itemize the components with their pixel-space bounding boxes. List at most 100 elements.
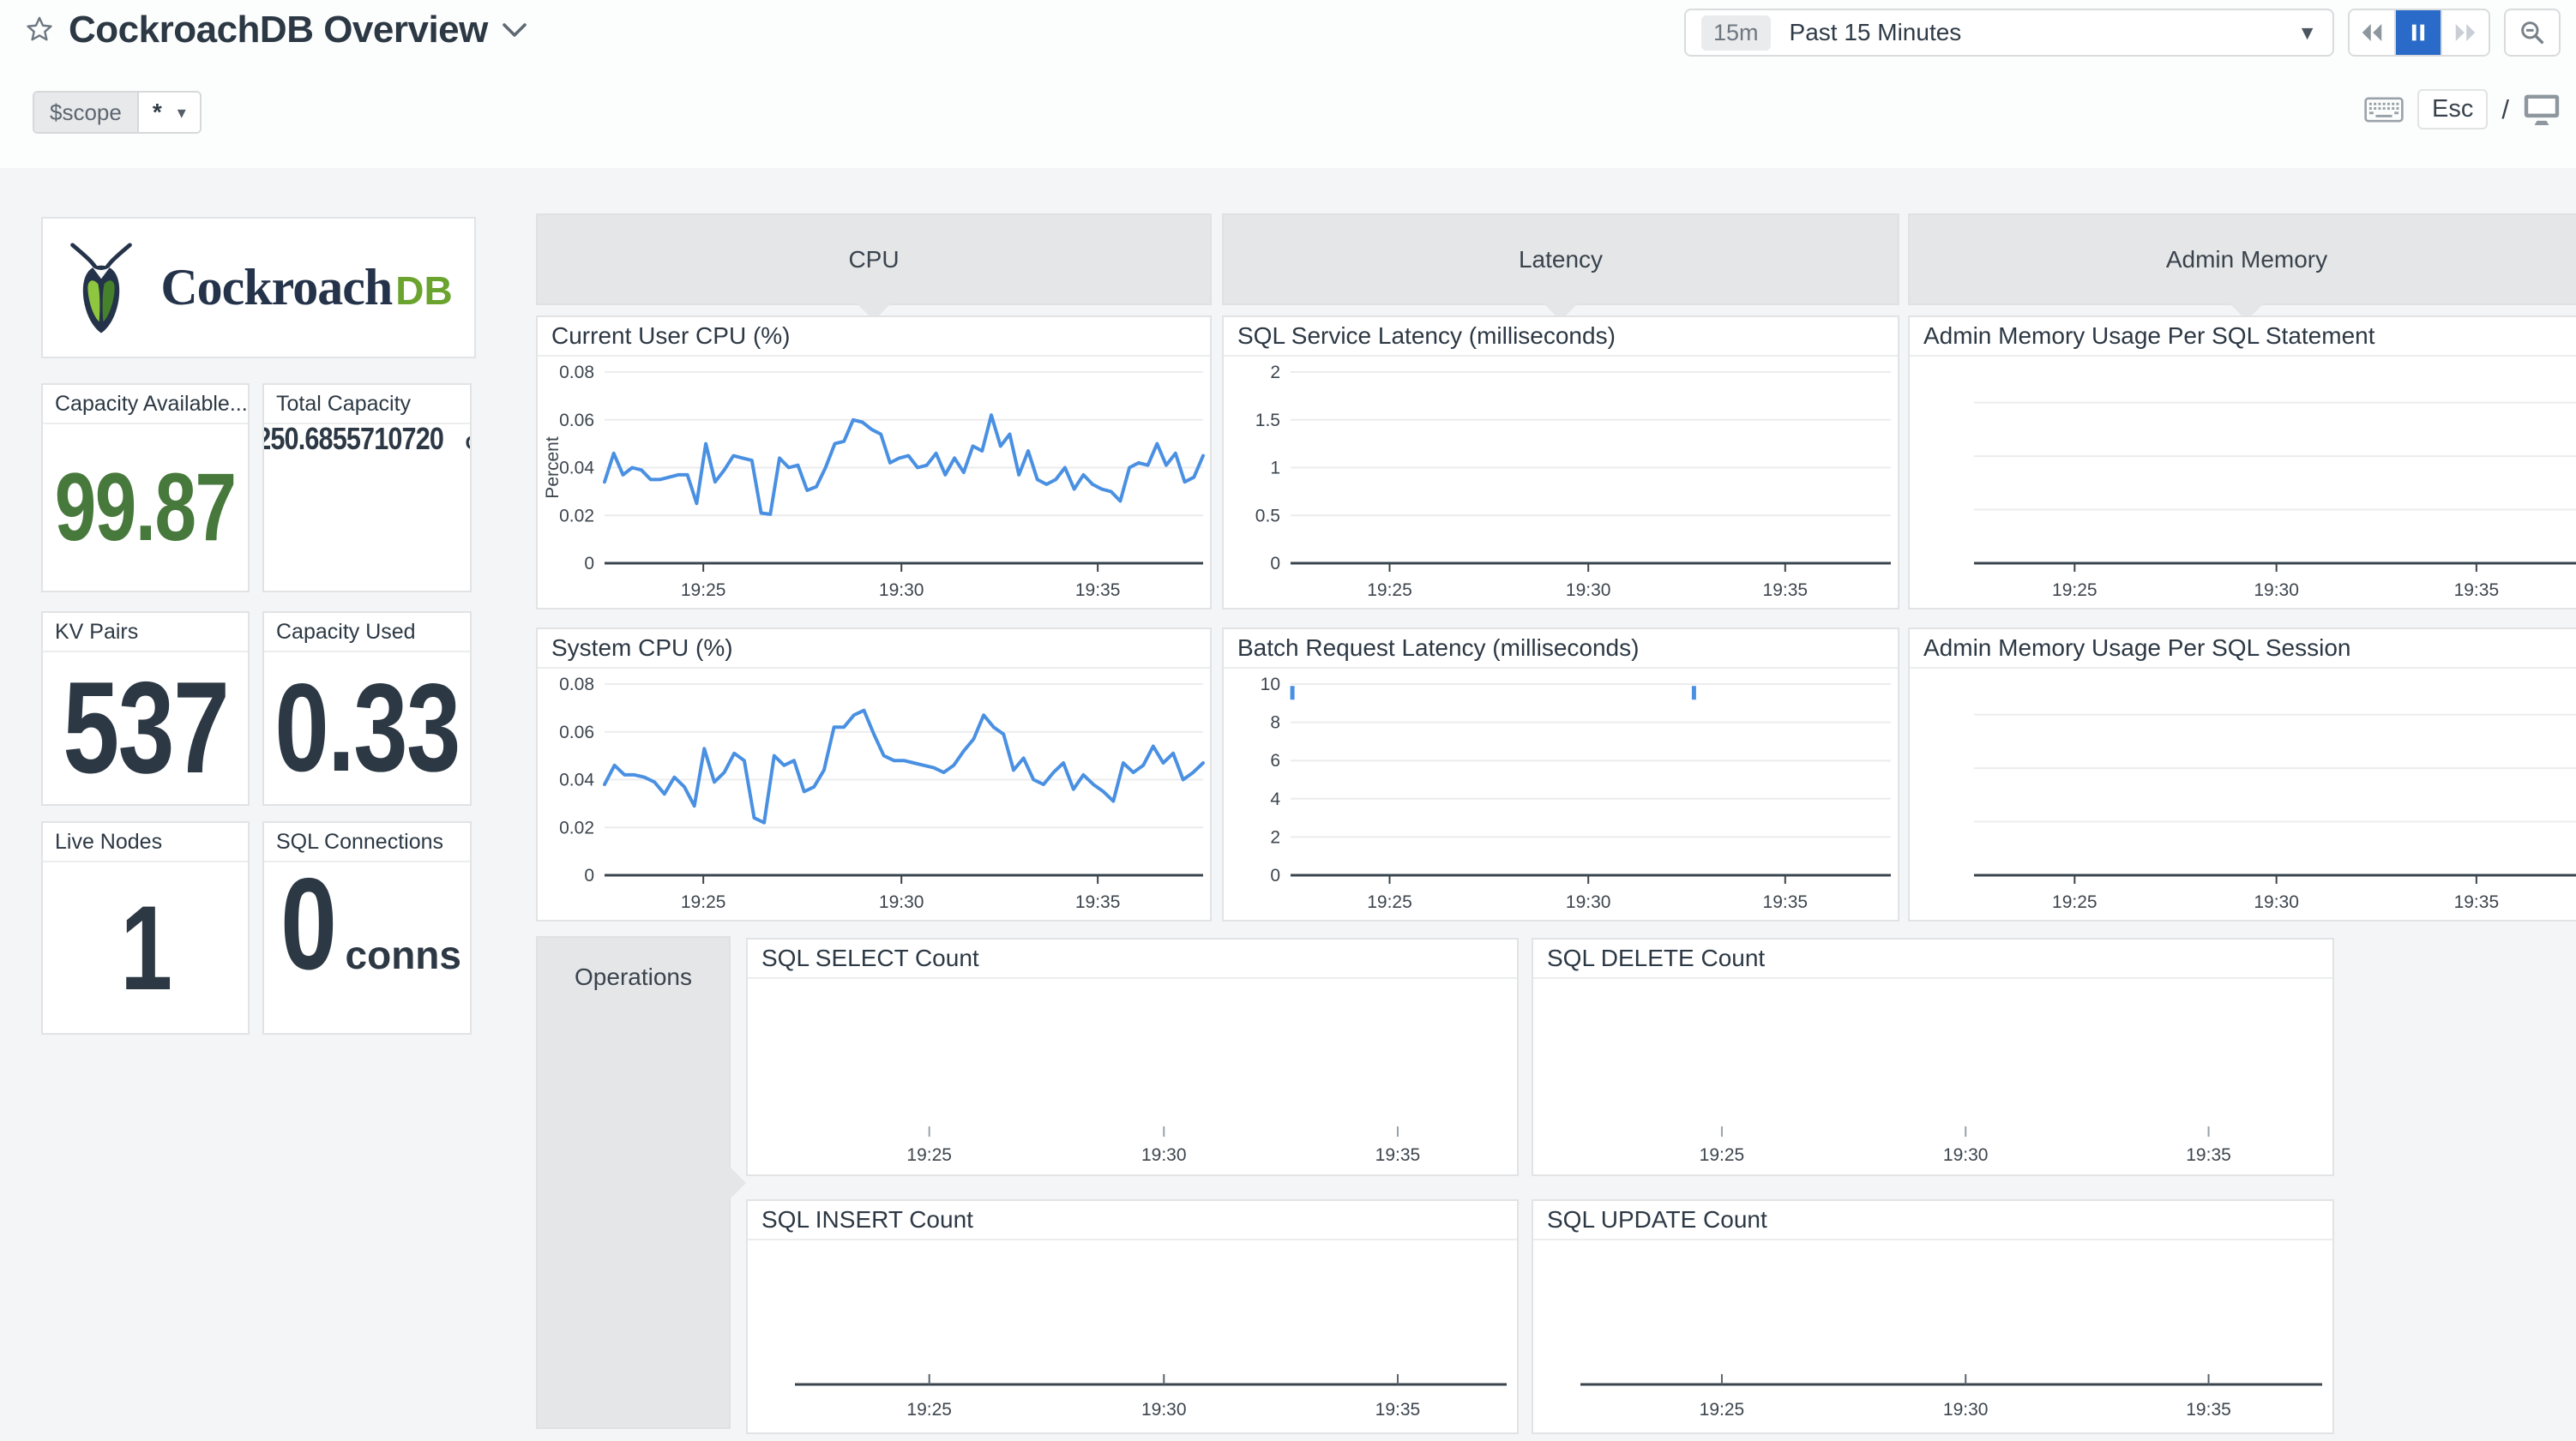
rewind-icon xyxy=(2362,24,2382,41)
svg-text:19:25: 19:25 xyxy=(1700,1400,1745,1420)
time-range-badge: 15m xyxy=(1701,15,1771,51)
group-label: CPU xyxy=(848,245,900,273)
logo-db-text: DB xyxy=(395,268,453,313)
svg-text:0.08: 0.08 xyxy=(559,675,594,694)
chart-title: Current User CPU (%) xyxy=(538,317,1210,357)
group-header-latency: Latency xyxy=(1222,213,1899,305)
svg-text:19:35: 19:35 xyxy=(1375,1145,1421,1165)
svg-text:0.5: 0.5 xyxy=(1255,506,1280,525)
svg-text:19:30: 19:30 xyxy=(1943,1145,1989,1165)
svg-text:4: 4 xyxy=(1270,790,1280,809)
stat-value: 250.6855710720 xyxy=(262,421,444,456)
svg-text:0.06: 0.06 xyxy=(559,723,594,742)
chart-card-admin-memory-statement: Admin Memory Usage Per SQL Statement 19:… xyxy=(1908,315,2576,609)
svg-text:19:30: 19:30 xyxy=(2254,892,2299,912)
stat-card-kv-pairs: KV Pairs 537 xyxy=(41,611,250,806)
stat-value: 0 xyxy=(280,851,337,997)
chevron-down-icon xyxy=(503,23,527,37)
svg-text:6: 6 xyxy=(1270,751,1280,771)
stat-card-capacity-available: Capacity Available... 99.87 xyxy=(41,383,250,592)
chart-card-sql-insert-count: SQL INSERT Count 19:25 19:30 19:35 xyxy=(746,1199,1519,1434)
cockroachdb-logo-card: CockroachDB xyxy=(41,217,476,358)
svg-text:19:35: 19:35 xyxy=(1375,1400,1421,1420)
chart-title: Admin Memory Usage Per SQL Session xyxy=(1910,629,2576,669)
svg-text:1: 1 xyxy=(1270,459,1280,478)
cockroachdb-logo: CockroachDB xyxy=(43,219,474,357)
time-range-label: Past 15 Minutes xyxy=(1789,19,1962,45)
chart-title: SQL DELETE Count xyxy=(1533,940,2332,979)
chart-plot-sql-select-count[interactable]: 19:25 19:30 19:35 xyxy=(748,979,1517,1174)
chart-plot-admin-memory-session[interactable]: 19:25 19:30 19:35 xyxy=(1910,669,2576,920)
chart-card-sql-update-count: SQL UPDATE Count 19:25 19:30 19:35 xyxy=(1532,1199,2334,1434)
fast-forward-button[interactable] xyxy=(2442,10,2489,55)
svg-text:19:30: 19:30 xyxy=(1566,892,1611,912)
cockroach-bug-icon xyxy=(70,242,133,333)
header-controls: 15m Past 15 Minutes ▼ xyxy=(1684,9,2561,57)
stat-value: 0.33 xyxy=(274,657,460,798)
chart-plot-sql-service-latency[interactable]: 0 0.5 1 1.5 2 19:25 19:30 19:35 xyxy=(1224,357,1898,608)
group-label: Latency xyxy=(1518,245,1604,273)
svg-text:19:35: 19:35 xyxy=(2186,1400,2231,1420)
svg-text:8: 8 xyxy=(1270,713,1280,733)
zoom-out-button[interactable] xyxy=(2504,9,2561,57)
svg-text:0: 0 xyxy=(584,554,594,573)
chart-plot-system-cpu[interactable]: 0 0.02 0.04 0.06 0.08 19:25 19:30 19:35 xyxy=(538,669,1210,920)
svg-text:19:25: 19:25 xyxy=(2052,892,2098,912)
chart-card-sql-service-latency: SQL Service Latency (milliseconds) 0 0.5 1… xyxy=(1222,315,1899,609)
svg-text:2: 2 xyxy=(1270,363,1280,382)
svg-text:0: 0 xyxy=(1270,554,1280,573)
svg-text:19:35: 19:35 xyxy=(1763,580,1809,600)
keyboard-icon[interactable] xyxy=(2364,96,2404,123)
scope-variable-value: * ▾ xyxy=(138,93,200,132)
chart-title: SQL Service Latency (milliseconds) xyxy=(1224,317,1898,357)
svg-text:19:25: 19:25 xyxy=(1367,892,1412,912)
svg-text:19:30: 19:30 xyxy=(2254,580,2299,600)
esc-key-hint: Esc xyxy=(2417,89,2489,129)
chart-title: SQL UPDATE Count xyxy=(1533,1201,2332,1240)
chart-title: Admin Memory Usage Per SQL Statement xyxy=(1910,317,2576,357)
stat-title: Live Nodes xyxy=(43,823,248,862)
fast-forward-icon xyxy=(2455,24,2476,41)
svg-text:0.04: 0.04 xyxy=(559,459,594,478)
group-header-admin-memory: Admin Memory xyxy=(1908,213,2576,305)
group-header-operations: Operations xyxy=(536,936,746,1429)
group-label: Operations xyxy=(575,964,692,990)
tv-mode-icon[interactable] xyxy=(2523,93,2561,127)
template-variable-scope[interactable]: $scope * ▾ xyxy=(33,91,202,134)
chart-card-current-user-cpu: Current User CPU (%) 0 0.02 0.04 0.06 0.08 19… xyxy=(536,315,1212,609)
chart-plot-sql-insert-count[interactable]: 19:25 19:30 19:35 xyxy=(748,1240,1517,1432)
zoom-out-icon xyxy=(2521,21,2544,45)
svg-text:Percent: Percent xyxy=(543,436,563,499)
chart-title: Batch Request Latency (milliseconds) xyxy=(1224,629,1898,669)
svg-text:0.04: 0.04 xyxy=(559,771,594,790)
svg-text:19:25: 19:25 xyxy=(906,1400,952,1420)
svg-text:19:30: 19:30 xyxy=(1943,1400,1989,1420)
pause-icon xyxy=(2411,24,2425,41)
chart-plot-current-user-cpu[interactable]: 0 0.02 0.04 0.06 0.08 19:25 19:30 19:35 Percent xyxy=(538,357,1210,608)
svg-text:19:25: 19:25 xyxy=(906,1145,952,1165)
stat-unit: GB xyxy=(466,432,470,454)
stat-value: 537 xyxy=(62,655,230,802)
logo-wordmark: Cockroach xyxy=(160,259,393,315)
svg-text:0: 0 xyxy=(1270,866,1280,886)
favorite-star-button[interactable] xyxy=(24,15,55,45)
chart-plot-admin-memory-statement[interactable]: 19:25 19:30 19:35 xyxy=(1910,357,2576,608)
svg-text:19:35: 19:35 xyxy=(2454,580,2500,600)
chart-plot-sql-delete-count[interactable]: 19:25 19:30 19:35 xyxy=(1533,979,2332,1174)
title-menu-chevron-button[interactable] xyxy=(502,22,527,38)
chart-plot-batch-request-latency[interactable]: 0 2 4 6 8 10 19:25 19:30 19:35 xyxy=(1224,669,1898,920)
scope-value-text: * xyxy=(152,99,162,125)
svg-text:19:30: 19:30 xyxy=(1566,580,1611,600)
chart-plot-sql-update-count[interactable]: 19:25 19:30 19:35 xyxy=(1533,1240,2332,1432)
stat-card-sql-connections: SQL Connections 0 conns xyxy=(262,821,472,1035)
pause-button[interactable] xyxy=(2396,10,2442,55)
svg-text:19:30: 19:30 xyxy=(1141,1400,1187,1420)
svg-text:2: 2 xyxy=(1270,827,1280,847)
stat-value: 99.87 xyxy=(55,453,237,561)
svg-text:10: 10 xyxy=(1261,675,1280,694)
svg-text:19:25: 19:25 xyxy=(1700,1145,1745,1165)
rewind-button[interactable] xyxy=(2350,10,2396,55)
time-range-picker[interactable]: 15m Past 15 Minutes ▼ xyxy=(1684,9,2334,57)
svg-text:0: 0 xyxy=(584,866,594,886)
stat-title: Capacity Available... xyxy=(43,385,248,424)
